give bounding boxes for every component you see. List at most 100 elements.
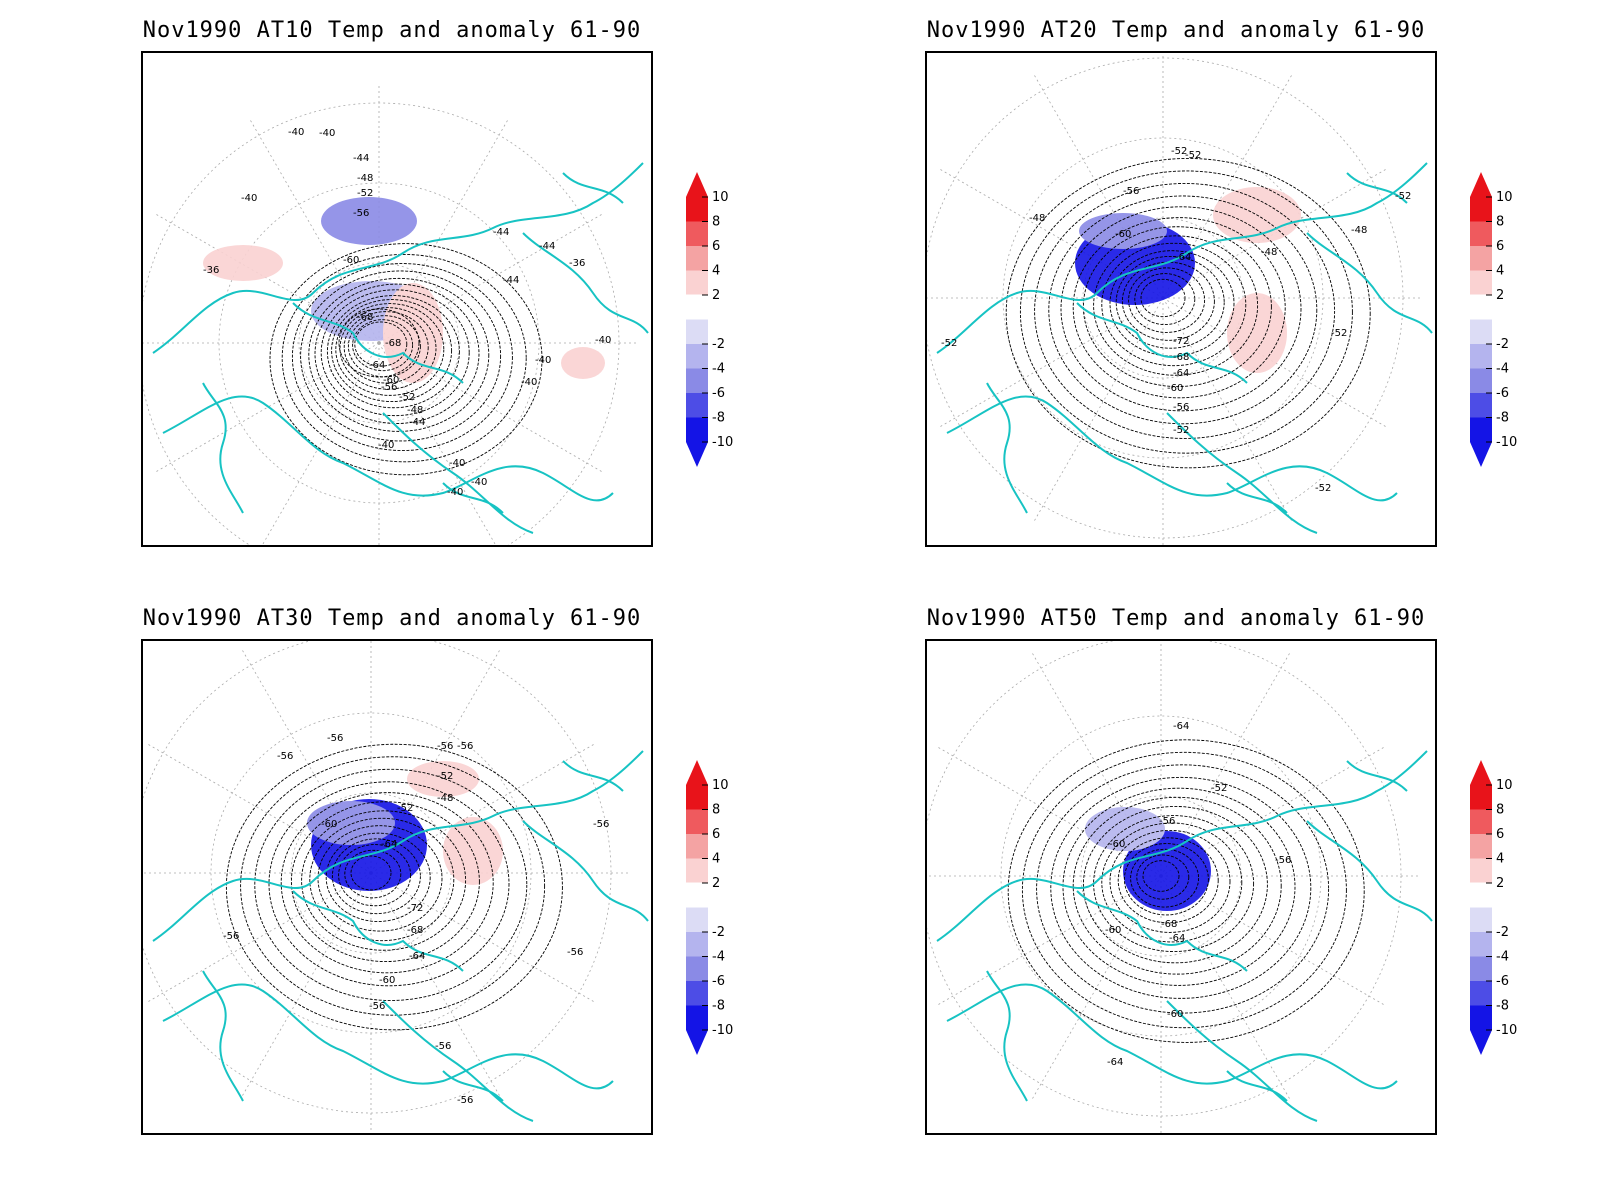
contour-label: -56 (567, 947, 583, 958)
contour-label: -56 (435, 1041, 451, 1052)
contour-line (254, 768, 528, 1001)
contour-label: -52 (357, 188, 373, 199)
colorbar-label: 6 (1496, 239, 1504, 254)
contour-label: -60 (379, 975, 395, 986)
temperature-contours (269, 243, 543, 476)
temperature-contours (225, 743, 563, 1031)
colorbar-segment (1470, 221, 1492, 246)
contour-label: -52 (1173, 425, 1189, 436)
contour-line (1093, 235, 1259, 376)
polar-map: -40 -40 -44 -48 -52 -56 -60 -68 -68 -64 -60 -56 -52-… (141, 51, 653, 547)
contour-label: -40 (319, 128, 335, 139)
meridian-line (145, 872, 372, 1004)
colorbar-label: 8 (1496, 215, 1504, 230)
colorbar-label: 2 (712, 876, 720, 891)
colorbar-label: 4 (712, 852, 720, 867)
colorbar-segment (686, 344, 708, 369)
colorbar-label: 10 (712, 190, 729, 205)
coastline-path (1166, 1000, 1318, 1122)
colorbar-label: -4 (1496, 362, 1509, 377)
map-canvas: -56 -56 -56 -56 -52 -48 -52 -60 -64 -72 -68 -64 -60 -… (143, 641, 649, 1133)
contour-label: -48 (1351, 225, 1367, 236)
meridian-line (1160, 875, 1292, 1102)
contour-label: -60 (383, 375, 399, 386)
contour-label: -52 (1331, 328, 1347, 339)
contour-label: -56 (593, 819, 609, 830)
coastlines (152, 162, 649, 534)
colorbar-label: 2 (1496, 288, 1504, 303)
coastline-path (946, 395, 1398, 502)
colorbar-label: 8 (712, 215, 720, 230)
coastline-path (1306, 760, 1433, 922)
meridian-line (240, 872, 372, 1099)
colorbar-segment (1470, 981, 1492, 1006)
map-canvas: -64 -52 -56 -60 -68 -64 -56 -60 -60 -64 (927, 641, 1433, 1133)
colorbar-arrow-top (1470, 172, 1492, 197)
contour-label: -48 (1261, 247, 1277, 258)
contour-label: -48 (1029, 213, 1045, 224)
meridian-line (370, 742, 597, 874)
contour-label: -36 (569, 258, 585, 269)
colorbar-segment (686, 197, 708, 222)
contour-line (335, 303, 445, 396)
contour-label: -68 (1173, 352, 1189, 363)
colorbar-label: 4 (1496, 852, 1504, 867)
contour-line (352, 319, 414, 372)
contour-label: -52 (397, 803, 413, 814)
contour-line (1140, 278, 1186, 318)
colorbar-segment (1470, 270, 1492, 295)
colorbar: 10 8 6 4 2 -2 -4 -6 -8 -10 (1469, 760, 1560, 1060)
colorbar-label: 10 (1496, 190, 1513, 205)
meridian-line (370, 872, 502, 1099)
contour-label: -44 (493, 227, 509, 238)
contour-line (1123, 843, 1209, 916)
colorbar-label: 2 (712, 288, 720, 303)
contour-label: -40 (521, 377, 537, 388)
colorbar-segment (1470, 858, 1492, 883)
coastline-path (1076, 890, 1248, 972)
colorbar-label: -4 (712, 362, 725, 377)
contour-line (338, 308, 420, 378)
colorbar-segment (686, 809, 708, 834)
contour-labels: -40 -40-44-48-52-56-60-68-68-64-60-56-52-… (203, 127, 611, 498)
lat-lon-grid (927, 53, 1423, 545)
colorbar-segment (686, 393, 708, 418)
contour-label: -52 (437, 771, 453, 782)
panel-title: Nov1990 AT50 Temp and anomaly 61-90 (926, 606, 1426, 631)
contour-line (1082, 805, 1268, 964)
meridian-line (153, 212, 380, 344)
contour-line (1019, 170, 1353, 454)
coastline-path (522, 760, 649, 922)
coastlines (936, 162, 1433, 534)
coastline-path (382, 412, 534, 534)
colorbar-label: -8 (712, 999, 725, 1014)
contour-label: -52 (1211, 783, 1227, 794)
contour-line (291, 263, 513, 451)
anomaly-region (1123, 831, 1211, 911)
anomaly-region (383, 283, 443, 383)
contour-line (1021, 751, 1347, 1029)
colorbar-label: -6 (712, 974, 725, 989)
contour-label: -64 (1107, 1057, 1123, 1068)
colorbar-arrow-top (686, 172, 708, 197)
colorbar-segment (686, 932, 708, 957)
panel-title: Nov1990 AT20 Temp and anomaly 61-90 (926, 18, 1426, 43)
contour-label: -60 (343, 255, 359, 266)
colorbar-label: 6 (712, 827, 720, 842)
colorbar-graphic: 10 8 6 4 2 -2 -4 -6 -8 -10 (685, 172, 733, 467)
colorbar-segment (686, 956, 708, 981)
coastline-path (936, 750, 1428, 942)
coastline-path (986, 970, 1028, 1102)
contour-label: -40 (449, 458, 465, 469)
colorbar-segment (1469, 294, 1493, 320)
anomaly-region (321, 197, 417, 245)
contour-line (1060, 206, 1302, 412)
anomaly-region (407, 761, 479, 797)
panel-title: Nov1990 AT30 Temp and anomaly 61-90 (142, 606, 642, 631)
colorbar-label: 8 (1496, 803, 1504, 818)
meridian-line (145, 742, 372, 874)
contour-label: -40 (471, 477, 487, 488)
colorbar-segment (685, 294, 709, 320)
colorbar-label: 8 (712, 803, 720, 818)
coastline-path (162, 983, 614, 1090)
